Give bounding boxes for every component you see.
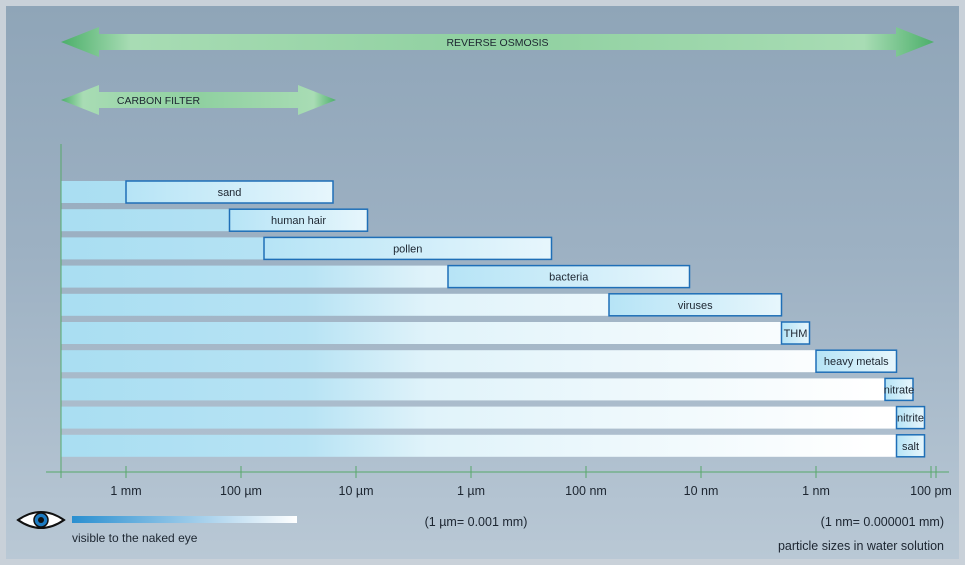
size-row (61, 350, 897, 373)
particle-bar (895, 434, 926, 458)
particle-label: bacteria (549, 272, 589, 284)
particle-label: pollen (393, 243, 422, 255)
um-note: (1 µm= 0.001 mm) (425, 515, 528, 529)
nm-note: (1 nm= 0.000001 mm) (821, 515, 944, 529)
x-tick-label: 1 µm (457, 484, 485, 498)
particle-bar (895, 405, 926, 430)
size-row (61, 322, 805, 344)
particle-label: salt (902, 441, 919, 453)
eye-label: visible to the naked eye (72, 531, 198, 545)
size-row (61, 406, 908, 429)
chart-caption: particle sizes in water solution (778, 539, 944, 553)
particle-bar (263, 236, 553, 261)
x-tick-label: 1 mm (110, 484, 141, 498)
filter-arrow (61, 27, 934, 57)
particle-label: heavy metals (824, 356, 889, 368)
filter-arrow-label: CARBON FILTER (117, 95, 201, 107)
x-tick-label: 1 nm (802, 484, 830, 498)
eye-icon (16, 511, 66, 529)
particle-bar (447, 264, 691, 289)
filter-arrow-label: REVERSE OSMOSIS (446, 37, 548, 49)
particle-label: human hair (271, 215, 326, 227)
particle-bar (884, 377, 914, 402)
visibility-gradient-bar (72, 516, 297, 523)
particle-label: sand (218, 187, 242, 199)
particle-bar (815, 349, 898, 373)
x-tick-label: 100 µm (220, 484, 262, 498)
particle-label: viruses (678, 300, 713, 312)
size-row (61, 434, 908, 457)
particle-label: THM (784, 328, 808, 340)
particle-bar (125, 180, 334, 204)
particle-label: nitrite (897, 413, 924, 425)
x-tick-label: 10 nm (684, 484, 719, 498)
x-tick-label: 10 µm (339, 484, 374, 498)
x-tick-label: 100 nm (565, 484, 607, 498)
filter-arrow (61, 85, 336, 115)
size-row (61, 293, 782, 316)
size-row (61, 378, 908, 401)
particle-bar (608, 293, 783, 317)
particle-size-chart: REVERSE OSMOSIS CARBON FILTER sand human h… (16, 27, 952, 553)
chart-frame: REVERSE OSMOSIS CARBON FILTER sand human h… (6, 6, 959, 559)
particle-label: nitrate (884, 384, 915, 396)
particle-bar (228, 208, 369, 232)
particle-bar (780, 321, 811, 345)
x-tick-label: 100 pm (910, 484, 952, 498)
